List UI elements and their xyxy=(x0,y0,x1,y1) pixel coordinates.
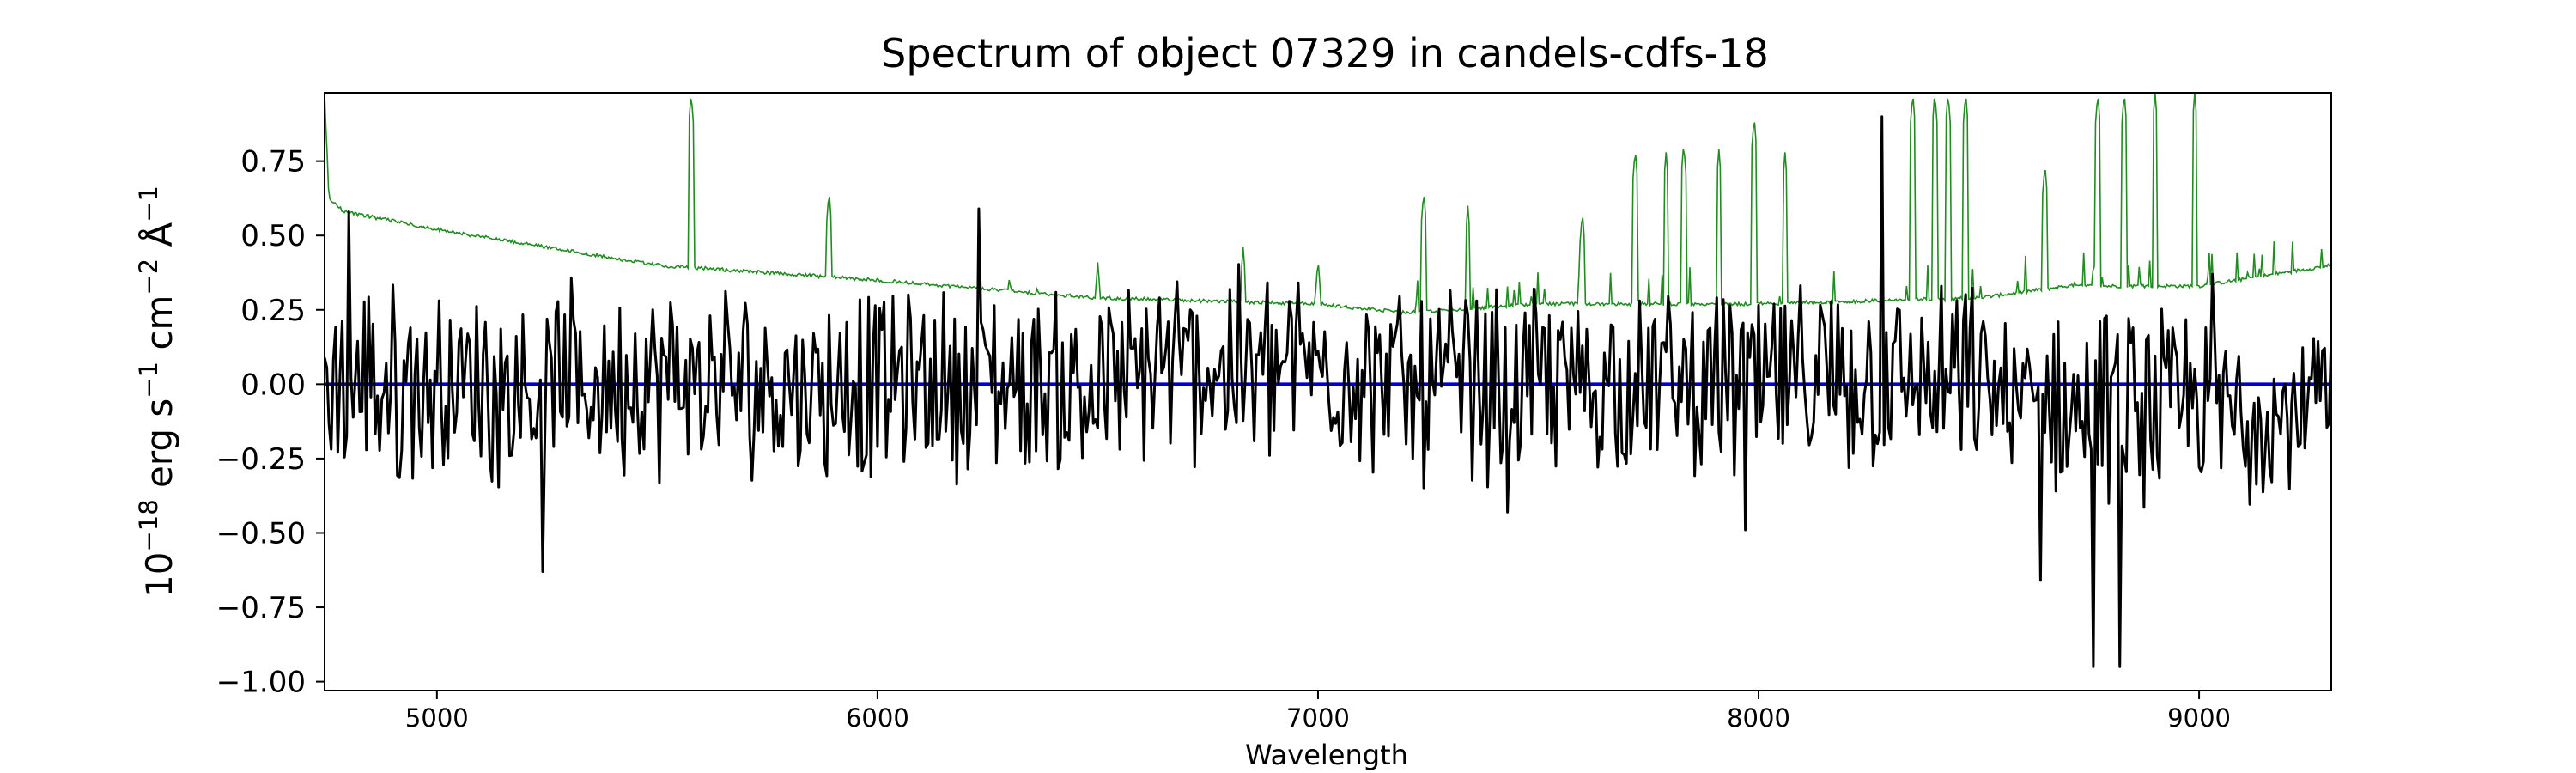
y-axis: −1.00 −0.75 −0.50 −0.25 0.00 0.25 0.50 0.75 xyxy=(216,145,325,700)
y-tick-label: −0.25 xyxy=(216,442,306,477)
flux-spectrum xyxy=(325,115,2331,668)
y-label-unit2: cm xyxy=(138,295,180,362)
x-axis-label: Wavelength xyxy=(1245,739,1408,771)
error-spectrum xyxy=(325,93,2331,316)
x-axis: 5000 6000 7000 8000 9000 xyxy=(405,691,2231,733)
y-tick-label: −0.75 xyxy=(216,591,306,625)
chart-title: Spectrum of object 07329 in candels-cdfs… xyxy=(881,30,1769,76)
x-tick-label: 9000 xyxy=(2167,703,2231,733)
x-tick-label: 5000 xyxy=(405,703,469,733)
y-tick-label: −0.50 xyxy=(216,516,306,551)
plot-area xyxy=(324,92,2332,691)
flux-spectrum-line xyxy=(325,115,2331,668)
plot-frame xyxy=(324,92,2332,691)
y-tick-label: −1.00 xyxy=(216,666,306,700)
y-label-exp3: −2 xyxy=(134,259,163,295)
y-tick-label: 0.75 xyxy=(240,145,306,180)
y-tick-label: 0.25 xyxy=(240,294,306,328)
y-axis-label: 10−18 erg s−1 cm−2 Å−1 xyxy=(134,186,180,598)
error-spectrum-line xyxy=(325,93,2331,316)
y-label-unit3: Å xyxy=(137,222,180,259)
y-tick-label: 0.00 xyxy=(240,368,306,402)
x-tick-label: 6000 xyxy=(846,703,909,733)
x-tick-label: 7000 xyxy=(1286,703,1350,733)
y-label-exp1: −18 xyxy=(134,499,163,551)
x-tick-label: 8000 xyxy=(1727,703,1790,733)
y-label-unit1: erg s xyxy=(138,399,180,500)
y-label-base: 10 xyxy=(138,552,180,598)
y-label-exp2: −1 xyxy=(134,362,163,399)
y-label-exp4: −1 xyxy=(134,186,163,222)
y-tick-label: 0.50 xyxy=(240,219,306,253)
